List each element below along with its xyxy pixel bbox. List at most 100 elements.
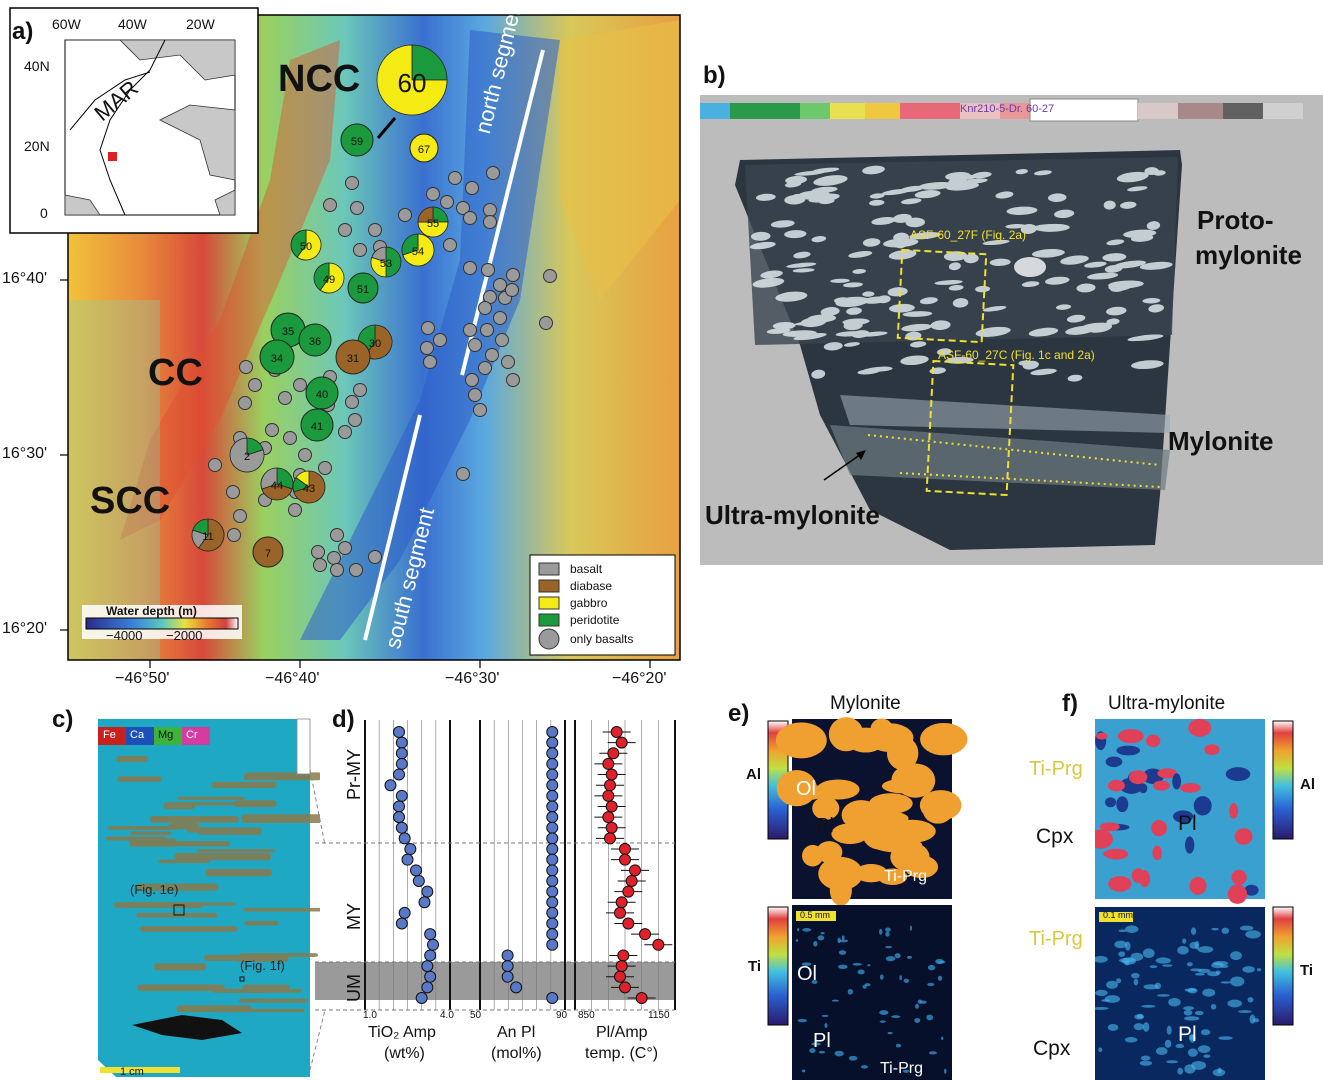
plagioclase-grain: [802, 844, 824, 867]
tio2-point: [412, 874, 425, 887]
rock-clast: [1103, 200, 1116, 210]
rock-clast: [843, 342, 860, 347]
mineral-grain: [1231, 869, 1247, 885]
lon-tick-46-50: −46°50': [115, 670, 170, 687]
basalt-site-dot: [293, 378, 307, 392]
pie-site-label: 51: [357, 284, 369, 296]
e-bottom-ti-prg: Ti-Prg: [880, 1060, 923, 1077]
mineral-streak: [154, 963, 207, 971]
inset-lat-40n: 40N: [24, 58, 50, 74]
rock-clast: [863, 296, 889, 304]
rock-clast: [820, 307, 840, 317]
pie-site-label: 41: [311, 421, 323, 433]
ti-speck: [797, 1018, 808, 1023]
basalt-site-dot: [473, 403, 487, 417]
ti-speck: [879, 1020, 886, 1023]
ti-speck: [1139, 1060, 1153, 1066]
ti-speck: [914, 1018, 921, 1023]
mineral-streak: [226, 989, 268, 994]
basalt-site-dot: [338, 425, 352, 439]
ti-speck: [1177, 1067, 1184, 1075]
ti-speck: [1155, 957, 1171, 964]
ti-speck: [817, 935, 825, 941]
rock-clast: [975, 285, 991, 293]
rock-clast: [883, 238, 919, 248]
ti-speck: [1211, 927, 1219, 931]
mineral-grain: [1234, 828, 1253, 845]
mineral-grain: [1225, 767, 1251, 782]
rock-clast: [1146, 221, 1161, 230]
ti-speck: [1183, 1009, 1193, 1016]
basalt-site-dot: [485, 348, 499, 362]
plagioclase-grain: [854, 864, 888, 883]
mineral-streak: [137, 984, 225, 992]
mineral-streak: [139, 926, 238, 932]
rock-clast: [848, 251, 873, 258]
rock-clast: [862, 238, 881, 247]
rock-clast: [871, 217, 896, 225]
rock-clast: [800, 316, 827, 328]
panel-d-letter: d): [332, 706, 355, 733]
ti-speck: [1245, 930, 1261, 939]
an-point: [510, 981, 523, 994]
basalt-site-dot: [465, 373, 479, 387]
temp-point: [619, 843, 631, 856]
plagioclase-grain: [776, 770, 817, 807]
rock-clast: [1127, 186, 1148, 192]
rock-clast: [772, 322, 796, 330]
mineral-grain: [1152, 780, 1170, 791]
mineral-grain: [1116, 796, 1129, 813]
an-point: [546, 768, 559, 781]
f-al-colorbar-label: Al: [1300, 776, 1315, 793]
temp-point: [625, 874, 638, 887]
basalt-site-dot: [480, 323, 494, 337]
rock-clast: [1113, 260, 1147, 269]
e-top-ol: Ol: [796, 778, 816, 800]
rock-clast: [1148, 304, 1164, 313]
rock-clast: [784, 181, 802, 188]
rock-clast: [784, 230, 807, 239]
tio2-point: [427, 938, 439, 951]
ti-speck: [941, 1036, 944, 1041]
mineral-grain: [1108, 876, 1132, 892]
ti-speck: [899, 975, 902, 981]
tio2-point: [395, 821, 408, 834]
f-scale: 0.1 mm: [1103, 910, 1134, 920]
ti-speck: [917, 999, 923, 1004]
rock-clast: [846, 307, 862, 315]
rock-clast: [862, 165, 885, 175]
ti-speck: [1247, 997, 1254, 1003]
rock-clast: [823, 342, 843, 351]
ti-speck: [1166, 1025, 1172, 1035]
temp-point: [617, 949, 630, 962]
ti-speck: [837, 964, 848, 969]
rock-clast: [910, 341, 927, 348]
ti-speck: [1149, 965, 1158, 969]
basalt-site-dot: [398, 208, 412, 222]
ti-speck: [821, 1014, 829, 1017]
plagioclase-grain: [816, 779, 860, 800]
pie-site-label: 30: [369, 338, 381, 350]
pie-site-label: 40: [316, 389, 328, 401]
mineral-grain: [1193, 796, 1212, 816]
fig-ref-1e: (Fig. 1e): [130, 882, 179, 897]
basalt-site-dot: [483, 203, 497, 217]
ti-speck: [831, 999, 839, 1002]
zone-label-ultramylonite: Ultra-mylonite: [705, 500, 880, 530]
legend-peridotite: peridotite: [570, 613, 620, 627]
an-point: [546, 800, 559, 813]
pie-site-label: 55: [427, 218, 439, 230]
temp-point: [614, 906, 626, 919]
ti-speck: [910, 925, 913, 931]
ti-speck: [1164, 1039, 1172, 1048]
basalt-site-dot: [478, 361, 492, 375]
rock-clast: [1087, 272, 1119, 280]
temp-point: [635, 992, 648, 1004]
basalt-site-dot: [483, 215, 497, 229]
basalt-site-dot: [421, 321, 435, 335]
mineral-grain: [1185, 836, 1195, 854]
rock-clast: [792, 268, 815, 273]
ti-speck: [852, 962, 862, 966]
basalt-site-dot: [248, 378, 262, 392]
mineral-streak: [116, 756, 149, 763]
